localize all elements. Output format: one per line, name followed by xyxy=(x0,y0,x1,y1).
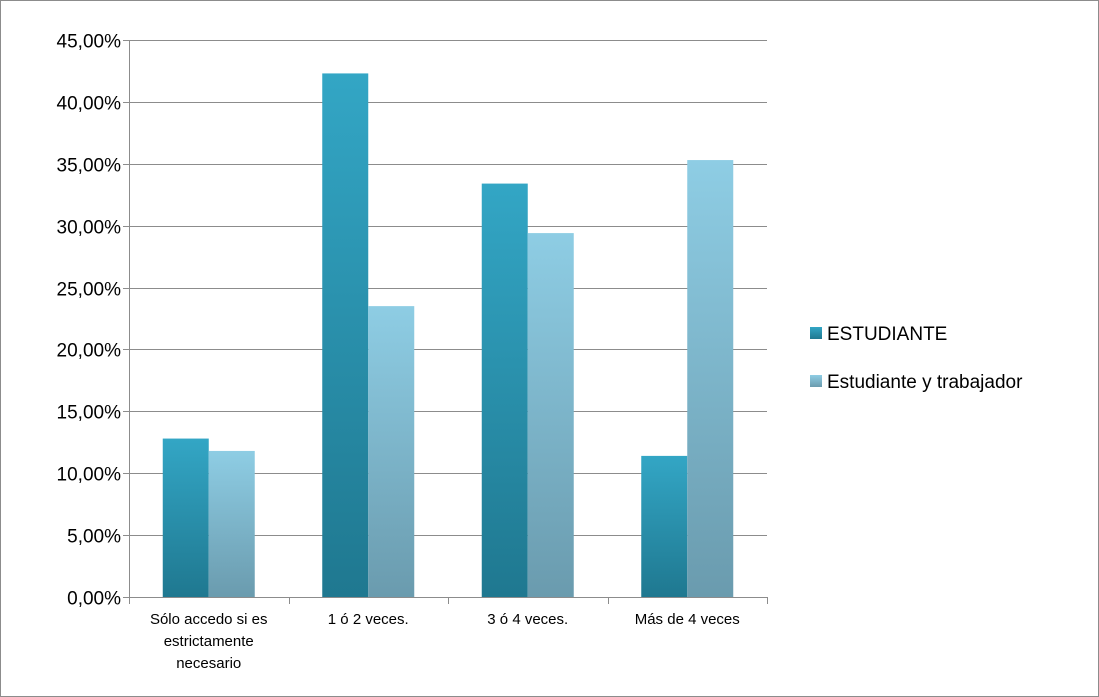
legend-label: ESTUDIANTE xyxy=(827,324,947,345)
x-axis-categories: Sólo accedo si es estrictamente necesario 1… xyxy=(150,611,740,672)
legend-swatch xyxy=(810,327,822,339)
y-tick-label: 40,00% xyxy=(57,94,122,115)
legend-label: Estudiante y trabajador xyxy=(827,372,1023,393)
bar-estudiante-trabajador-0 xyxy=(208,450,255,597)
bar-estudiante-1 xyxy=(322,73,369,598)
bar-estudiante-trabajador-3 xyxy=(687,160,734,597)
x-category-label: 1 ó 2 veces. xyxy=(328,611,409,628)
axes xyxy=(129,40,768,604)
y-axis-ticks: 0,00% 5,00% 10,00% 15,00% 20,00% 25,00% 30,00%… xyxy=(57,32,129,610)
x-category-label: Más de 4 veces xyxy=(635,611,740,628)
y-tick-label: 15,00% xyxy=(57,403,122,424)
bar-estudiante-trabajador-2 xyxy=(527,233,574,598)
bar-estudiante-3 xyxy=(641,455,688,597)
y-tick-label: 20,00% xyxy=(57,341,122,362)
bar-estudiante-2 xyxy=(481,183,528,598)
y-tick-label: 35,00% xyxy=(57,156,122,177)
y-tick-label: 5,00% xyxy=(67,527,121,548)
bar-estudiante-trabajador-1 xyxy=(368,306,415,597)
y-tick-label: 25,00% xyxy=(57,280,122,301)
y-tick-label: 0,00% xyxy=(67,589,121,610)
y-tick-label: 45,00% xyxy=(57,32,122,53)
y-tick-label: 30,00% xyxy=(57,218,122,239)
bars xyxy=(162,73,734,598)
x-category-label: Sólo accedo si es estrictamente necesario xyxy=(150,611,268,672)
x-category-label: 3 ó 4 veces. xyxy=(487,611,568,628)
legend: ESTUDIANTE Estudiante y trabajador xyxy=(810,324,1023,393)
bar-estudiante-0 xyxy=(162,438,209,597)
legend-swatch xyxy=(810,375,822,387)
y-tick-label: 10,00% xyxy=(57,465,122,486)
